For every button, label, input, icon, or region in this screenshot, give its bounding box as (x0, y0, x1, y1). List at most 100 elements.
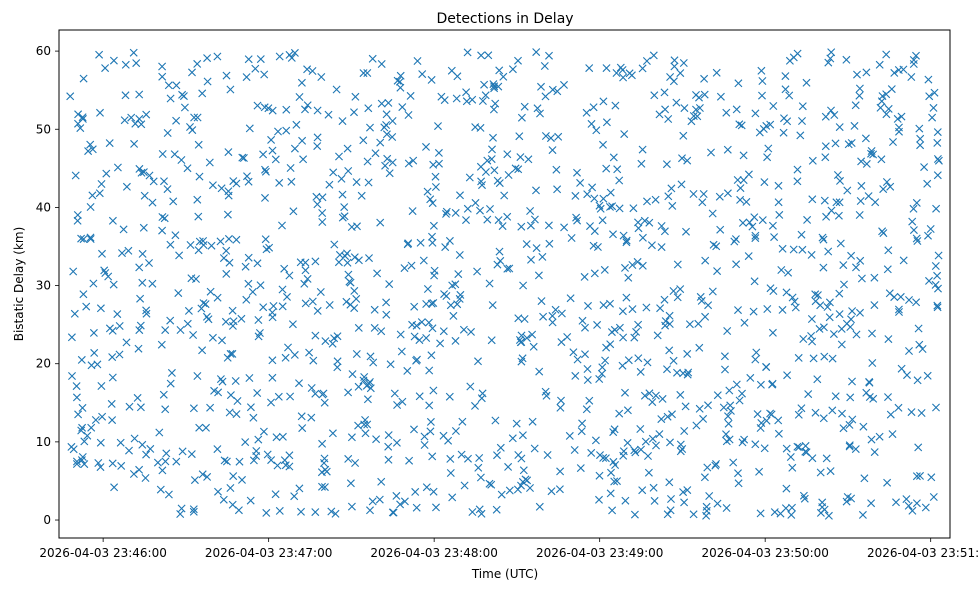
scatter-point (923, 179, 932, 188)
scatter-point (159, 390, 168, 399)
scatter-point (929, 493, 938, 501)
scatter-point (652, 441, 660, 450)
scatter-point (346, 479, 355, 488)
scatter-point (547, 487, 556, 496)
scatter-point (529, 342, 538, 351)
scatter-point (931, 280, 940, 289)
scatter-point (723, 189, 732, 198)
scatter-point (746, 373, 755, 382)
scatter-point (242, 295, 251, 304)
scatter-point (242, 73, 251, 82)
scatter-point (655, 110, 664, 119)
scatter-point (781, 504, 790, 513)
scatter-point (907, 408, 916, 417)
scatter-point (734, 306, 742, 315)
scatter-point (225, 408, 234, 417)
scatter-point (541, 92, 550, 101)
scatter-point (722, 504, 731, 512)
scatter-point (915, 124, 924, 133)
scatter-point (660, 88, 669, 97)
scatter-point (220, 456, 229, 465)
scatter-point (113, 310, 122, 319)
scatter-point (145, 171, 154, 180)
scatter-point (452, 94, 461, 103)
scatter-point (405, 456, 414, 465)
scatter-point (660, 227, 669, 236)
scatter-point (751, 440, 760, 449)
scatter-point (504, 171, 513, 179)
scatter-point (599, 301, 608, 310)
scatter-point (491, 99, 500, 108)
scatter-point (774, 181, 783, 190)
scatter-point (496, 443, 505, 452)
scatter-point (97, 382, 106, 390)
scatter-point (477, 394, 486, 403)
scatter-point (234, 506, 243, 515)
scatter-point (933, 301, 942, 310)
scatter-point (511, 164, 520, 173)
scatter-point (695, 93, 703, 102)
scatter-point (254, 316, 263, 324)
scatter-point (678, 154, 686, 163)
scatter-point (208, 333, 217, 342)
scatter-point (108, 216, 117, 225)
scatter-point (716, 92, 725, 101)
scatter-point (750, 277, 759, 286)
scatter-point (835, 198, 844, 207)
scatter-point (758, 77, 767, 85)
scatter-point (609, 230, 617, 239)
scatter-point (770, 508, 779, 517)
scatter-point (69, 267, 78, 276)
scatter-point (778, 305, 787, 314)
scatter-point (548, 311, 557, 320)
scatter-point (347, 433, 356, 442)
scatter-point (285, 462, 294, 471)
scatter-point (578, 419, 587, 428)
data-points (66, 48, 943, 520)
scatter-point (213, 52, 222, 61)
scatter-point (858, 510, 867, 519)
scatter-point (571, 371, 580, 380)
scatter-point (483, 156, 492, 165)
scatter-point (642, 303, 651, 312)
scatter-point (762, 363, 771, 372)
scatter-point (536, 109, 544, 118)
scatter-point (386, 360, 395, 369)
scatter-point (649, 483, 658, 492)
scatter-point (385, 280, 394, 289)
scatter-point (77, 456, 86, 465)
scatter-point (500, 191, 509, 200)
scatter-point (193, 195, 202, 204)
scatter-point (451, 208, 460, 217)
scatter-point (254, 435, 263, 444)
scatter-point (740, 435, 749, 444)
scatter-point (98, 412, 107, 421)
scatter-point (193, 113, 202, 122)
scatter-point (928, 113, 937, 122)
scatter-point (427, 75, 436, 84)
scatter-point (113, 163, 122, 172)
scatter-point (573, 355, 582, 364)
scatter-point (121, 60, 130, 69)
scatter-point (498, 222, 507, 231)
scatter-point (408, 207, 417, 216)
scatter-point (918, 345, 927, 353)
scatter-point (396, 71, 405, 80)
scatter-point (141, 474, 150, 482)
scatter-point (621, 496, 630, 505)
scatter-point (311, 508, 320, 517)
scatter-point (751, 234, 760, 243)
scatter-point (289, 207, 298, 216)
scatter-point (624, 273, 633, 282)
scatter-point (171, 231, 180, 240)
scatter-point (567, 234, 576, 242)
scatter-point (551, 305, 560, 314)
scatter-point (591, 436, 600, 445)
scatter-point (201, 300, 210, 309)
scatter-point (73, 211, 82, 219)
scatter-point (453, 72, 462, 81)
scatter-point (262, 245, 271, 254)
scatter-point (689, 190, 698, 198)
scatter-point (313, 200, 322, 209)
